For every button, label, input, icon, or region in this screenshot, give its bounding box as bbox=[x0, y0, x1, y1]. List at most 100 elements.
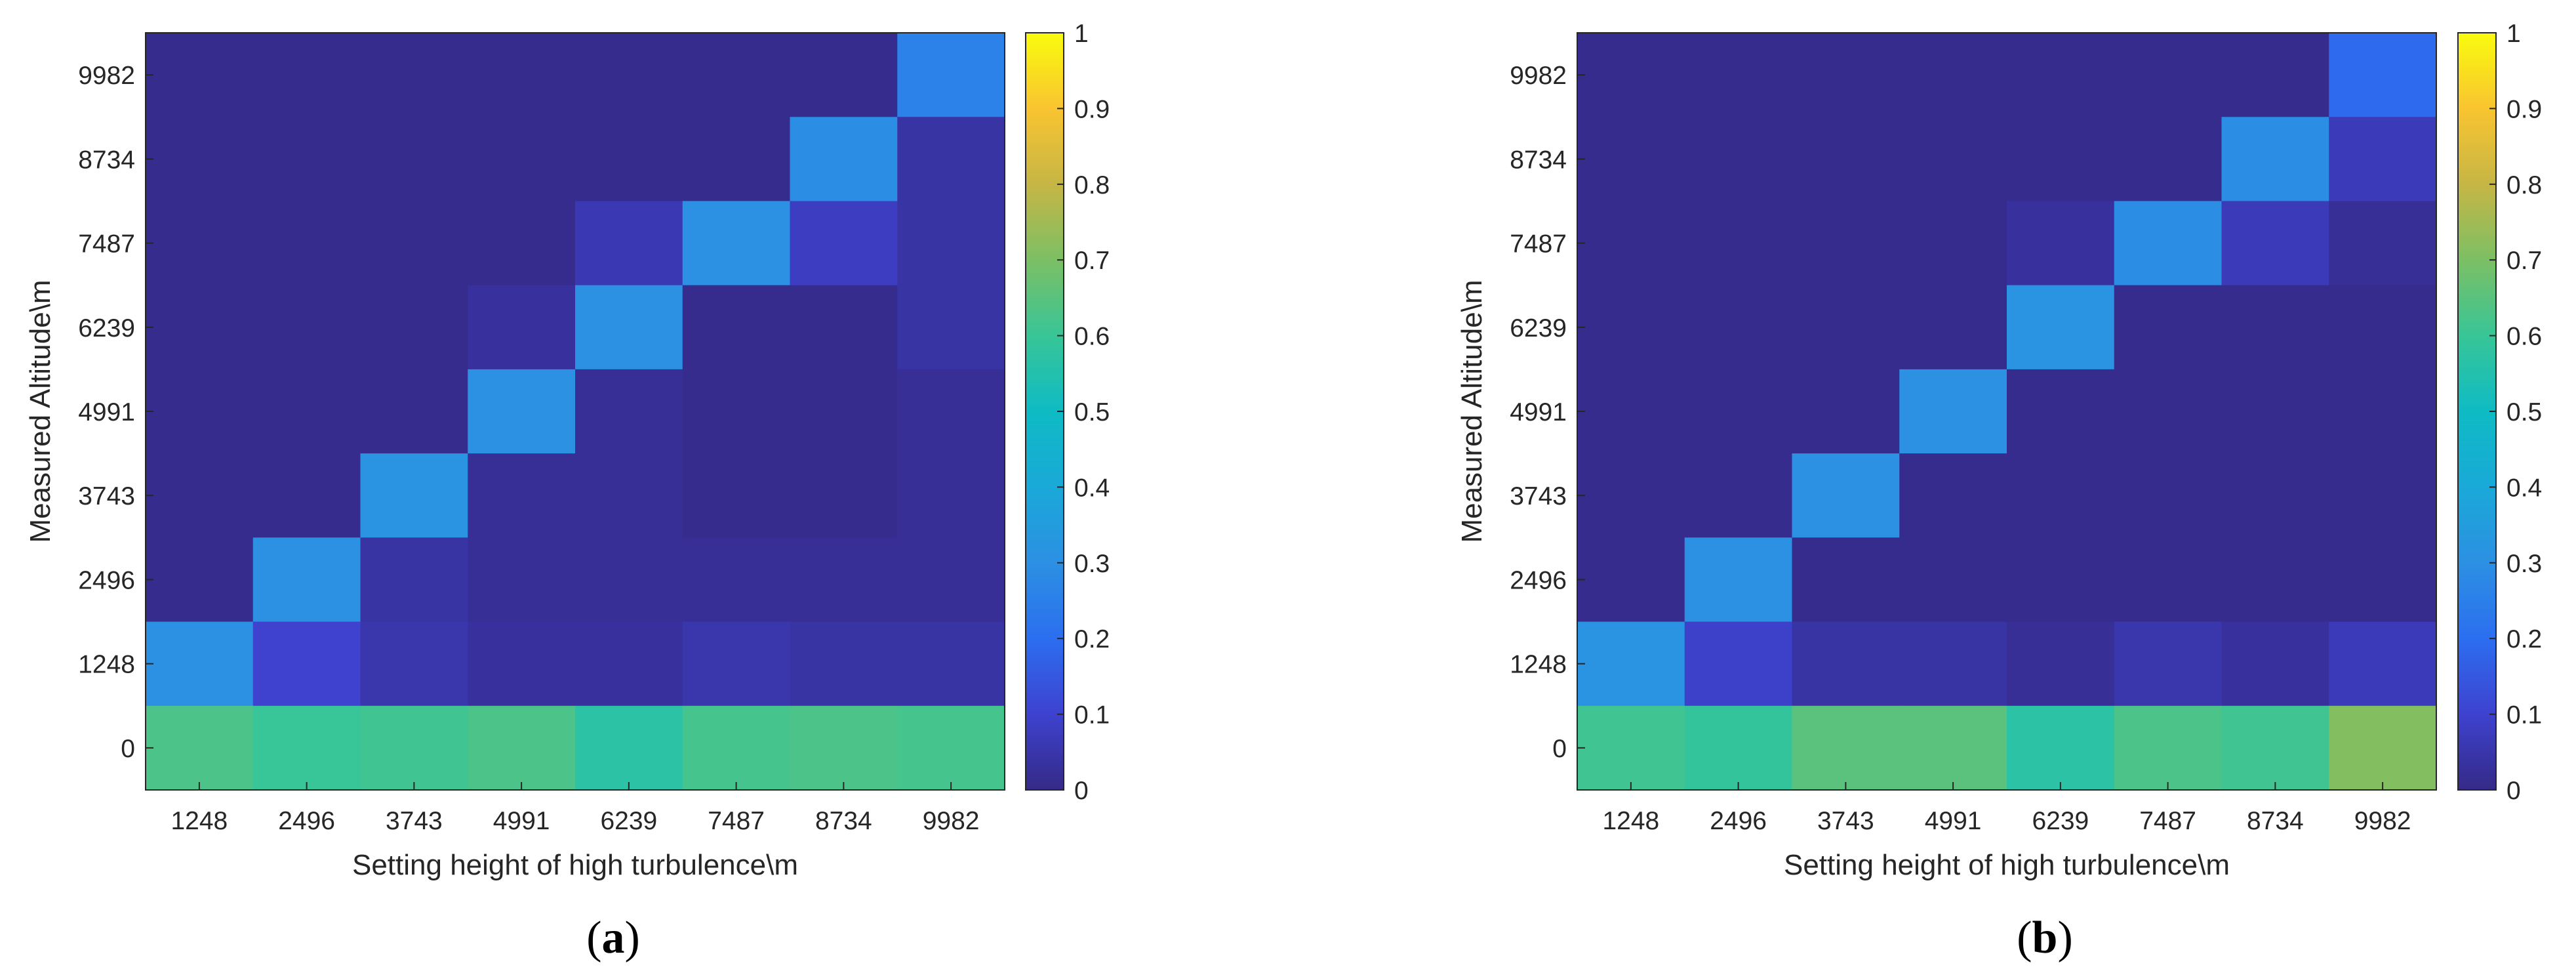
heatmap-a-cell-r8-c5 bbox=[682, 705, 791, 791]
heatmap-a-cell-r1-c7 bbox=[897, 117, 1005, 202]
heatmap-a-cell-r0-c2 bbox=[360, 33, 468, 117]
colorbar-a-tick-label: 0.1 bbox=[1074, 701, 1110, 730]
heatmap-a-cell-r2-c3 bbox=[468, 201, 576, 286]
heatmap-a-cell-r7-c4 bbox=[575, 621, 683, 707]
heatmap-a-cell-r4-c6 bbox=[790, 369, 898, 454]
heatmap-b-cell-r6-c4 bbox=[2007, 537, 2115, 623]
heatmap-a-cell-r2-c1 bbox=[252, 201, 361, 286]
heatmap-a-ytick-label: 3743 bbox=[78, 482, 135, 510]
heatmap-b-cell-r8-c4 bbox=[2007, 705, 2115, 791]
heatmap-a-cell-r8-c6 bbox=[790, 705, 898, 791]
colorbar-a-tick-label: 0.3 bbox=[1074, 550, 1110, 578]
heatmap-a-cell-r2-c7 bbox=[897, 201, 1005, 286]
colorbar-b-tick-label: 0.9 bbox=[2506, 95, 2542, 123]
heatmap-a-cell-r7-c1 bbox=[252, 621, 361, 707]
heatmap-a-cell-r5-c0 bbox=[146, 453, 254, 538]
heatmap-a-cell-r7-c2 bbox=[360, 621, 468, 707]
heatmap-b-ytick-label: 3743 bbox=[1510, 482, 1567, 510]
heatmap-b-cell-r1-c5 bbox=[2114, 117, 2223, 202]
heatmap-b-cell-r3-c3 bbox=[1899, 285, 2007, 370]
heatmap-b-cell-r8-c6 bbox=[2221, 705, 2329, 791]
heatmap-b-cell-r1-c7 bbox=[2329, 117, 2437, 202]
heatmap-b-xtick-label: 3743 bbox=[1817, 807, 1874, 835]
heatmap-b-xtick-label: 9982 bbox=[2354, 807, 2411, 835]
heatmap-a-cell-r3-c4 bbox=[575, 285, 683, 370]
heatmap-b-cell-r5-c3 bbox=[1899, 453, 2007, 538]
heatmap-b-cell-r8-c0 bbox=[1577, 705, 1685, 791]
heatmap-a-cell-r1-c6 bbox=[790, 117, 898, 202]
heatmap-b-cell-r7-c7 bbox=[2329, 621, 2437, 707]
colorbar-b-tick-label: 0 bbox=[2506, 777, 2521, 805]
heatmap-b-cell-r2-c2 bbox=[1792, 201, 1900, 286]
heatmap-b-cell-r4-c3 bbox=[1899, 369, 2007, 454]
heatmap-a-cell-r7-c6 bbox=[790, 621, 898, 707]
heatmap-a-xtick-label: 8734 bbox=[815, 807, 872, 835]
heatmap-a-cell-r6-c5 bbox=[682, 537, 791, 623]
heatmap-a-cell-r5-c7 bbox=[897, 453, 1005, 538]
colorbar-a-tick-label: 0 bbox=[1074, 777, 1089, 805]
heatmap-b-cell-r7-c5 bbox=[2114, 621, 2223, 707]
heatmap-b-cell-r1-c2 bbox=[1792, 117, 1900, 202]
heatmap-b-ytick-label: 1248 bbox=[1510, 651, 1567, 679]
heatmap-b-cell-r7-c3 bbox=[1899, 621, 2007, 707]
heatmap-a-cell-r3-c6 bbox=[790, 285, 898, 370]
colorbar-b-tick-label: 0.1 bbox=[2506, 701, 2542, 730]
heatmap-a-cell-r6-c3 bbox=[468, 537, 576, 623]
heatmap-a-cell-r3-c2 bbox=[360, 285, 468, 370]
heatmap-a-cell-r0-c6 bbox=[790, 33, 898, 117]
heatmap-b-cell-r0-c1 bbox=[1684, 33, 1793, 117]
heatmap-a-cell-r7-c5 bbox=[682, 621, 791, 707]
heatmap-b-cell-r8-c5 bbox=[2114, 705, 2223, 791]
heatmap-a-cell-r1-c2 bbox=[360, 117, 468, 202]
colorbar-a-tick-label: 0.4 bbox=[1074, 474, 1110, 502]
heatmap-a-cell-r1-c1 bbox=[252, 117, 361, 202]
heatmap-b-cell-r5-c0 bbox=[1577, 453, 1685, 538]
heatmap-b-cell-r0-c0 bbox=[1577, 33, 1685, 117]
heatmap-a-cell-r5-c4 bbox=[575, 453, 683, 538]
heatmap-a-ytick-label: 7487 bbox=[78, 230, 135, 258]
heatmap-b-cell-r3-c2 bbox=[1792, 285, 1900, 370]
heatmap-b-cell-r1-c1 bbox=[1684, 117, 1793, 202]
heatmap-a-cell-r2-c5 bbox=[682, 201, 791, 286]
heatmap-a-cell-r6-c1 bbox=[252, 537, 361, 623]
heatmap-b-cell-r2-c4 bbox=[2007, 201, 2115, 286]
heatmap-b-cell-r7-c6 bbox=[2221, 621, 2329, 707]
heatmap-a-cell-r0-c3 bbox=[468, 33, 576, 117]
heatmap-b-xtick-label: 4991 bbox=[1925, 807, 1982, 835]
heatmap-b-cell-r4-c5 bbox=[2114, 369, 2223, 454]
colorbar-b-tick-label: 0.5 bbox=[2506, 398, 2542, 426]
heatmap-a-ytick-label: 8734 bbox=[78, 146, 135, 174]
heatmap-a-ytick-label: 2496 bbox=[78, 566, 135, 594]
heatmap-a-cell-r0-c5 bbox=[682, 33, 791, 117]
heatmap-a-xtick-label: 9982 bbox=[923, 807, 980, 835]
heatmap-a-cell-r8-c3 bbox=[468, 705, 576, 791]
heatmap-a-xlabel: Setting height of high turbulence\m bbox=[352, 849, 798, 881]
heatmap-b-cell-r6-c2 bbox=[1792, 537, 1900, 623]
heatmap-a-cell-r7-c3 bbox=[468, 621, 576, 707]
heatmap-a-cell-r8-c2 bbox=[360, 705, 468, 791]
heatmap-b-cell-r3-c7 bbox=[2329, 285, 2437, 370]
heatmap-b-cell-r6-c5 bbox=[2114, 537, 2223, 623]
colorbar-a-tick-label: 1 bbox=[1074, 20, 1089, 48]
colorbar-a-tick-label: 0.5 bbox=[1074, 398, 1110, 426]
heatmap-a-cell-r4-c3 bbox=[468, 369, 576, 454]
heatmap-b-cell-r5-c4 bbox=[2007, 453, 2115, 538]
heatmap-b-cell-r4-c6 bbox=[2221, 369, 2329, 454]
heatmap-a-cell-r5-c6 bbox=[790, 453, 898, 538]
heatmap-b-cell-r2-c0 bbox=[1577, 201, 1685, 286]
panel-label-a-letter: a bbox=[602, 913, 625, 963]
heatmap-b-cell-r3-c6 bbox=[2221, 285, 2329, 370]
colorbar-a-ticks: 0 0.1 0.2 0.3 0.4 0.5 0.6 0.7 0.8 0.9 1 bbox=[1057, 20, 1110, 805]
heatmap-b-cell-r7-c0 bbox=[1577, 621, 1685, 707]
heatmap-b-cell-r2-c7 bbox=[2329, 201, 2437, 286]
heatmap-b-cell-r7-c1 bbox=[1684, 621, 1793, 707]
colorbar-a-tick-label: 0.6 bbox=[1074, 323, 1110, 351]
heatmap-a-cell-r1-c5 bbox=[682, 117, 791, 202]
heatmap-a-cell-r2-c2 bbox=[360, 201, 468, 286]
heatmap-b-cell-r5-c5 bbox=[2114, 453, 2223, 538]
colorbar-a-tick-label: 0.8 bbox=[1074, 171, 1110, 199]
heatmap-b-cell-r2-c6 bbox=[2221, 201, 2329, 286]
heatmap-b-cell-r3-c4 bbox=[2007, 285, 2115, 370]
heatmap-b-cell-r4-c2 bbox=[1792, 369, 1900, 454]
heatmap-a-cell-r8-c1 bbox=[252, 705, 361, 791]
